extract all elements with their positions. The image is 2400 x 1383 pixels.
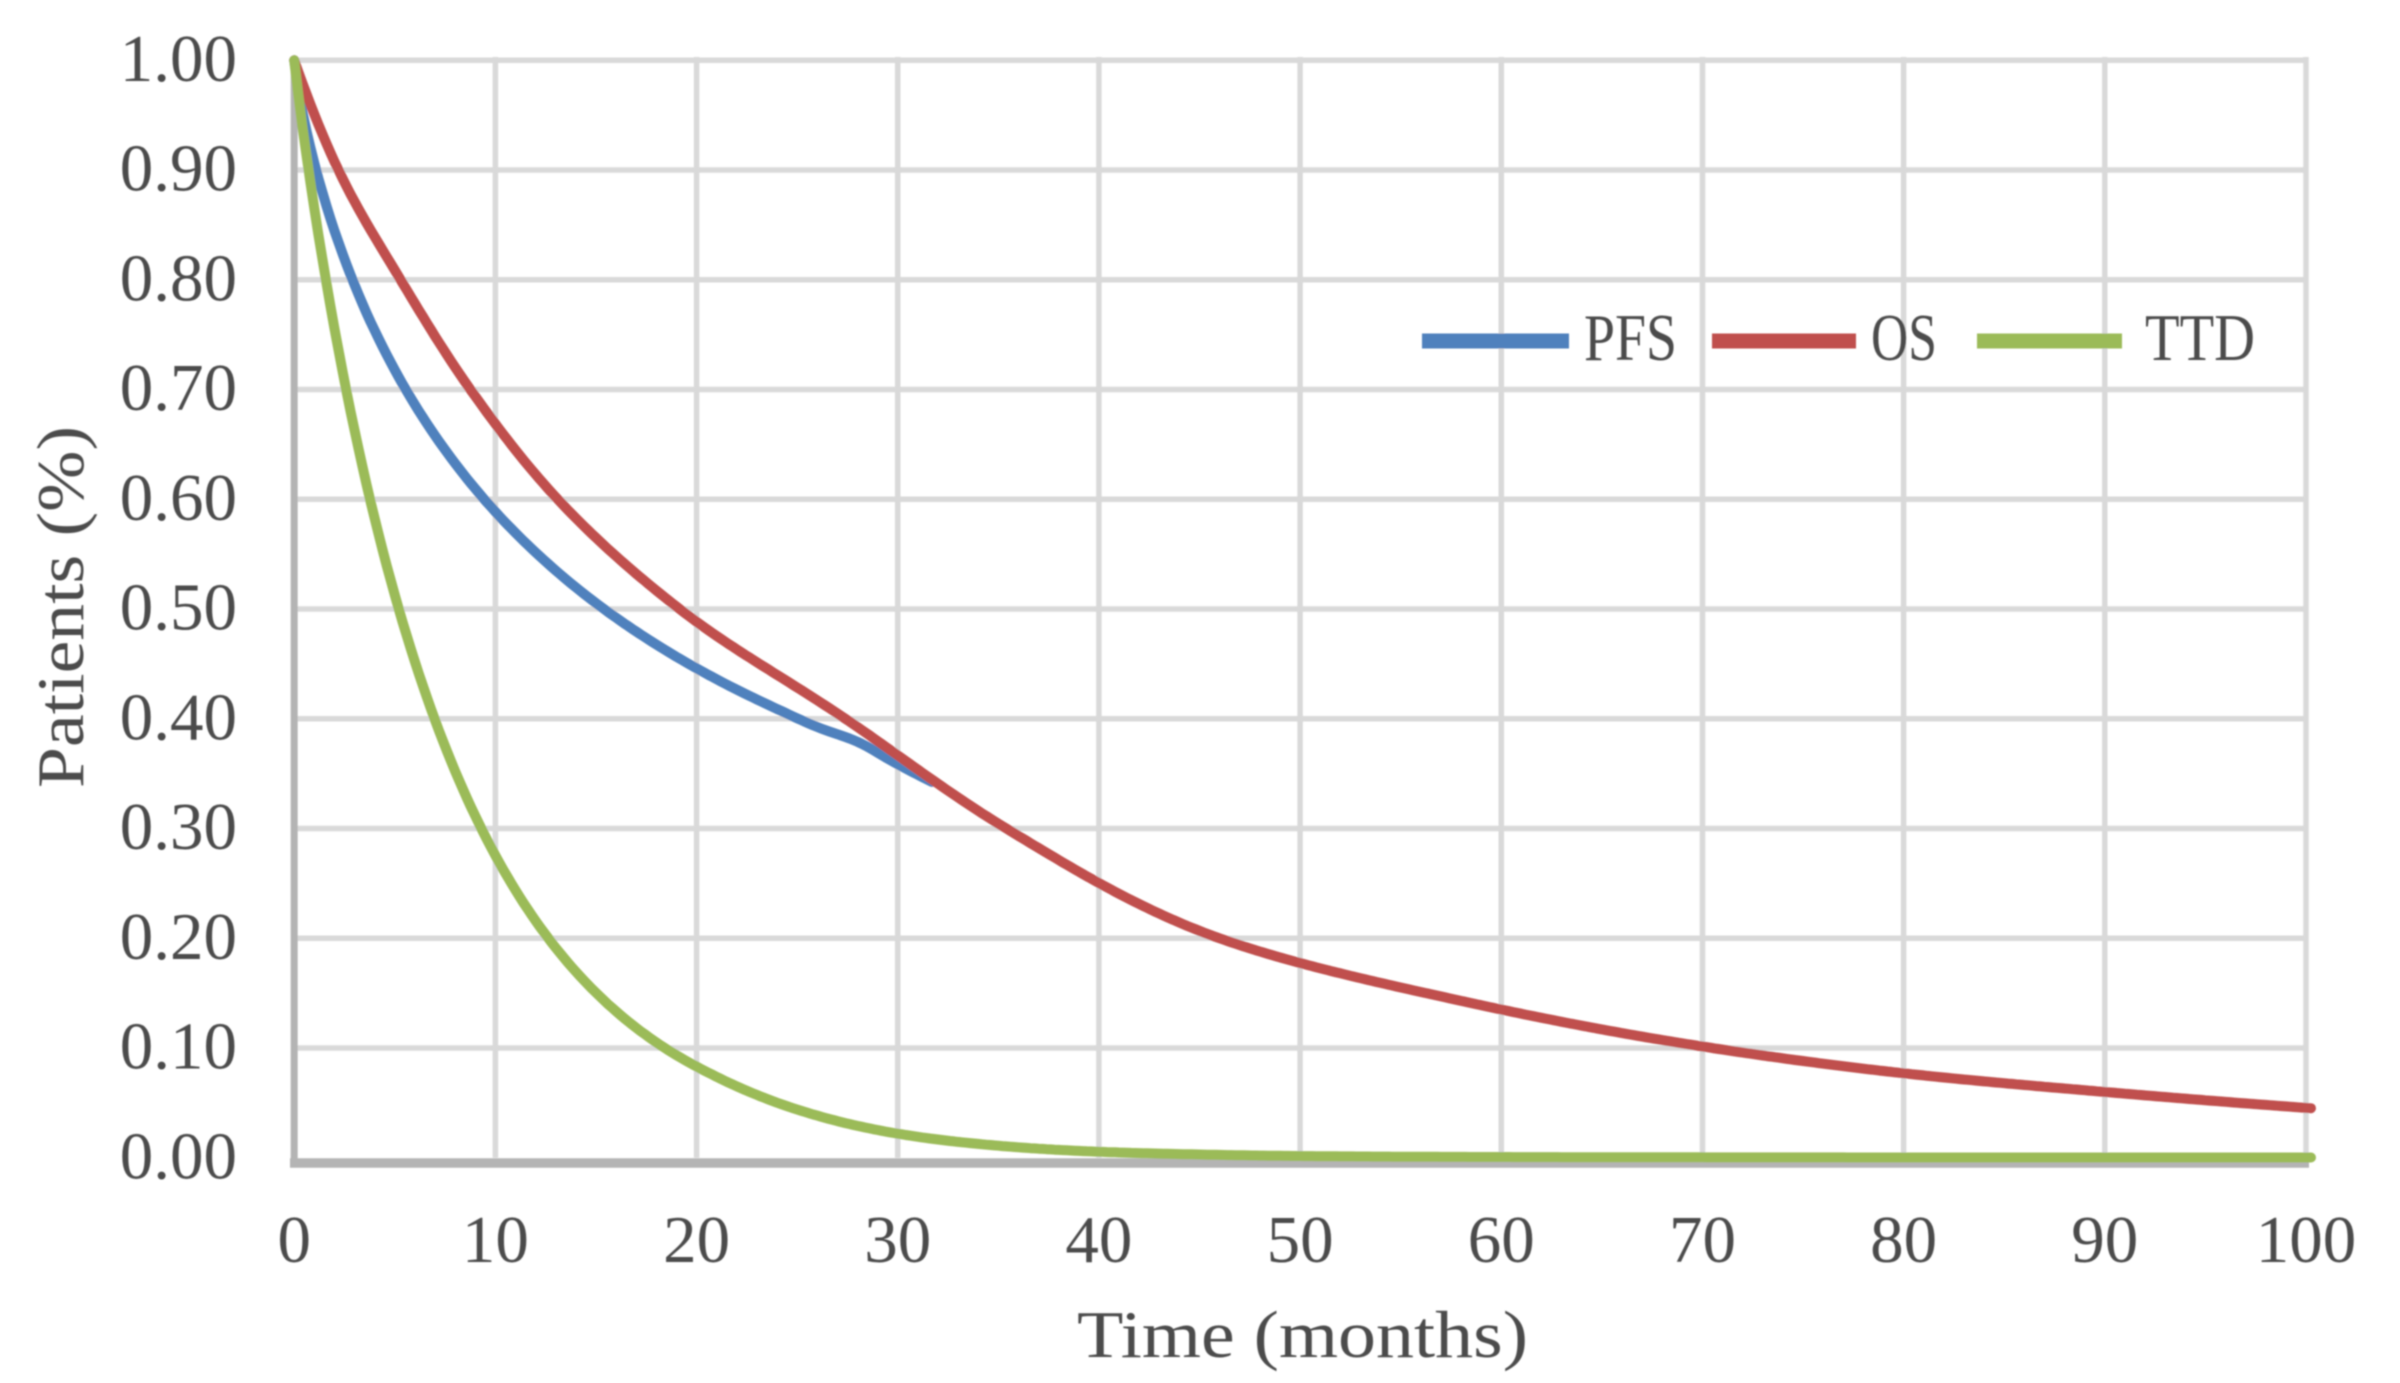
- svg-text:0.80: 0.80: [120, 241, 237, 315]
- svg-text:80: 80: [1870, 1203, 1937, 1277]
- svg-text:30: 30: [864, 1203, 931, 1277]
- svg-text:PFS: PFS: [1584, 301, 1677, 375]
- svg-text:0.30: 0.30: [120, 790, 237, 864]
- svg-text:0.60: 0.60: [120, 461, 237, 535]
- svg-text:Time (months): Time (months): [1077, 1298, 1528, 1372]
- svg-text:Patients (%): Patients (%): [24, 426, 98, 788]
- svg-text:100: 100: [2256, 1203, 2357, 1277]
- svg-text:TTD: TTD: [2145, 301, 2255, 375]
- svg-text:40: 40: [1065, 1203, 1132, 1277]
- svg-text:0.00: 0.00: [120, 1119, 237, 1193]
- svg-text:20: 20: [663, 1203, 730, 1277]
- svg-text:0: 0: [277, 1203, 311, 1277]
- svg-text:OS: OS: [1871, 301, 1937, 375]
- svg-text:10: 10: [462, 1203, 529, 1277]
- svg-text:0.20: 0.20: [120, 900, 237, 974]
- svg-text:50: 50: [1267, 1203, 1334, 1277]
- svg-text:1.00: 1.00: [120, 22, 237, 96]
- svg-text:60: 60: [1468, 1203, 1535, 1277]
- svg-text:0.10: 0.10: [120, 1010, 237, 1084]
- svg-text:0.50: 0.50: [120, 571, 237, 645]
- svg-text:0.90: 0.90: [120, 132, 237, 206]
- svg-text:0.70: 0.70: [120, 351, 237, 425]
- svg-text:90: 90: [2071, 1203, 2138, 1277]
- svg-text:70: 70: [1669, 1203, 1736, 1277]
- svg-text:0.40: 0.40: [120, 680, 237, 754]
